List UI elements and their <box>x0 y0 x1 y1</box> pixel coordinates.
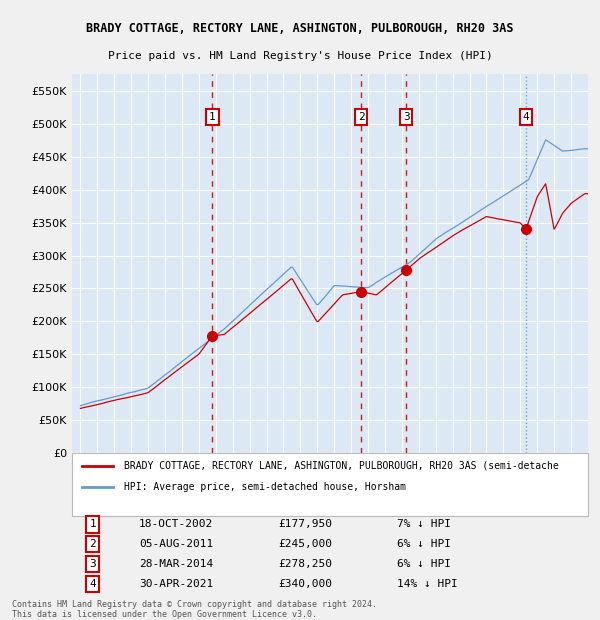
Text: 1: 1 <box>209 112 216 122</box>
Text: 2: 2 <box>89 539 96 549</box>
Text: 2: 2 <box>358 112 365 122</box>
Text: 4: 4 <box>523 112 529 122</box>
Text: 28-MAR-2014: 28-MAR-2014 <box>139 559 214 569</box>
Text: £340,000: £340,000 <box>278 579 332 589</box>
Text: 1: 1 <box>89 519 96 529</box>
Text: 6% ↓ HPI: 6% ↓ HPI <box>397 559 451 569</box>
Text: 6% ↓ HPI: 6% ↓ HPI <box>397 539 451 549</box>
Text: 4: 4 <box>89 579 96 589</box>
Text: £245,000: £245,000 <box>278 539 332 549</box>
Text: £278,250: £278,250 <box>278 559 332 569</box>
Text: BRADY COTTAGE, RECTORY LANE, ASHINGTON, PULBOROUGH, RH20 3AS (semi-detache: BRADY COTTAGE, RECTORY LANE, ASHINGTON, … <box>124 461 559 471</box>
Text: BRADY COTTAGE, RECTORY LANE, ASHINGTON, PULBOROUGH, RH20 3AS: BRADY COTTAGE, RECTORY LANE, ASHINGTON, … <box>86 22 514 35</box>
Text: 7% ↓ HPI: 7% ↓ HPI <box>397 519 451 529</box>
Text: 30-APR-2021: 30-APR-2021 <box>139 579 214 589</box>
FancyBboxPatch shape <box>72 453 588 516</box>
Text: 3: 3 <box>89 559 96 569</box>
Text: 14% ↓ HPI: 14% ↓ HPI <box>397 579 458 589</box>
Text: 3: 3 <box>403 112 410 122</box>
Text: 18-OCT-2002: 18-OCT-2002 <box>139 519 214 529</box>
Text: 05-AUG-2011: 05-AUG-2011 <box>139 539 214 549</box>
Text: Contains HM Land Registry data © Crown copyright and database right 2024.
This d: Contains HM Land Registry data © Crown c… <box>12 600 377 619</box>
Text: HPI: Average price, semi-detached house, Horsham: HPI: Average price, semi-detached house,… <box>124 482 406 492</box>
Text: Price paid vs. HM Land Registry's House Price Index (HPI): Price paid vs. HM Land Registry's House … <box>107 51 493 61</box>
Text: £177,950: £177,950 <box>278 519 332 529</box>
